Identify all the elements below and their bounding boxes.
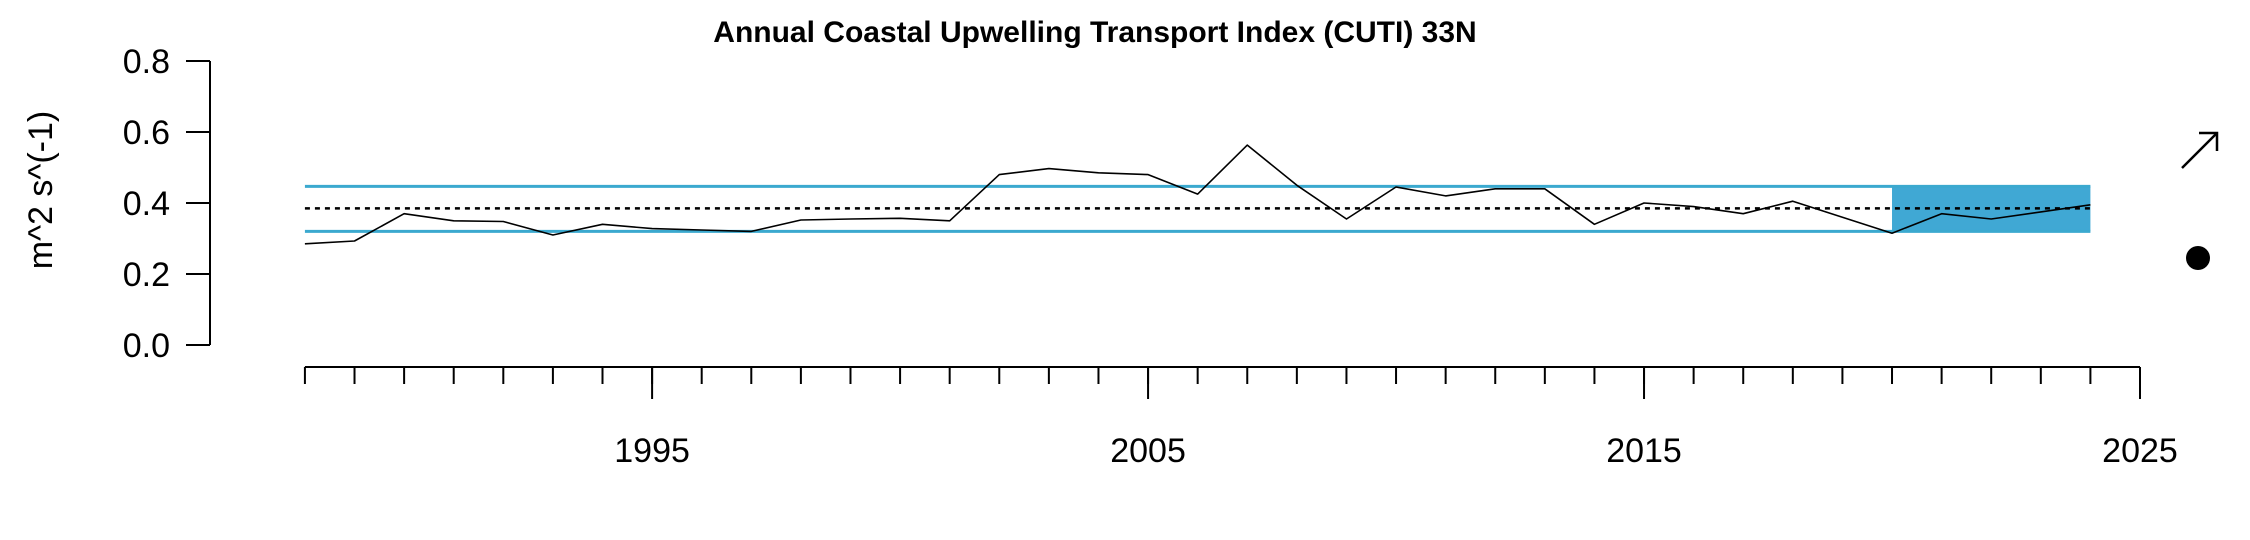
series-line xyxy=(304,144,2091,245)
y-axis-label: m^2 s^(-1) xyxy=(22,111,60,269)
x-axis: 1995 2005 2015 2025 xyxy=(303,366,2178,470)
x-tick-label: 1995 xyxy=(614,432,690,470)
y-axis: 0.0 0.2 0.4 0.6 0.8 xyxy=(123,43,211,365)
trend-up-arrow-icon xyxy=(2181,131,2219,169)
plot-area xyxy=(304,144,2091,245)
y-tick-label: 0.2 xyxy=(123,256,170,294)
x-tick-label: 2015 xyxy=(1606,432,1682,470)
y-tick-label: 0.4 xyxy=(123,185,170,223)
mean-status-dot-icon xyxy=(2186,246,2210,270)
y-tick-label: 0.6 xyxy=(123,114,170,152)
x-tick-label: 2005 xyxy=(1110,432,1186,470)
y-tick-label: 0.8 xyxy=(123,43,170,81)
y-tick-label: 0.0 xyxy=(123,327,170,365)
chart-title: Annual Coastal Upwelling Transport Index… xyxy=(713,16,1476,49)
status-symbols xyxy=(2181,131,2219,270)
x-tick-label: 2025 xyxy=(2102,432,2178,470)
